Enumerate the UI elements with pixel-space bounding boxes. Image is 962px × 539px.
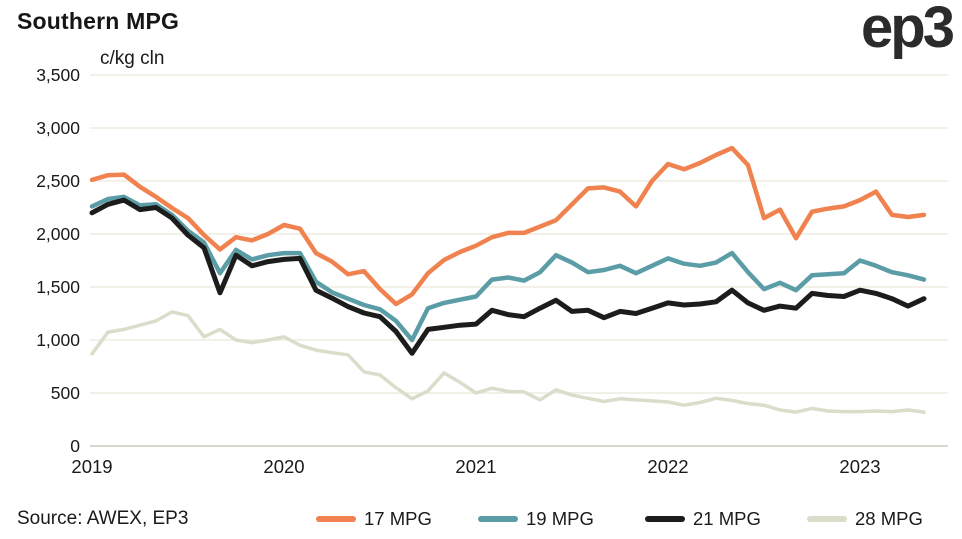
series-line-17-mpg (89, 145, 927, 307)
legend-label: 28 MPG (855, 508, 923, 529)
legend-swatch-19-mpg (478, 516, 518, 522)
y-axis-label-1000: 1,000 (36, 330, 80, 350)
y-axis-label-3500: 3,500 (36, 65, 80, 85)
legend-item-21-mpg: 21 MPG (645, 505, 761, 533)
x-axis-label-2022: 2022 (647, 456, 689, 477)
legend-item-28-mpg: 28 MPG (807, 505, 923, 533)
source-note: Source: AWEX, EP3 (17, 508, 189, 529)
legend-swatch-21-mpg (645, 516, 685, 522)
legend-swatch-28-mpg (807, 516, 847, 522)
legend-item-19-mpg: 19 MPG (478, 505, 594, 533)
x-axis-label-2019: 2019 (71, 456, 113, 477)
series-line-21-mpg (89, 197, 927, 356)
legend-label: 19 MPG (526, 508, 594, 529)
y-axis-label-1500: 1,500 (36, 277, 80, 297)
y-axis-label-2000: 2,000 (36, 224, 80, 244)
ep3-logo: ep3 (861, 0, 955, 60)
legend-label: 21 MPG (693, 508, 761, 529)
series-line-28-mpg (90, 310, 926, 414)
legend-item-17-mpg: 17 MPG (316, 505, 432, 533)
x-axis-label-2021: 2021 (455, 456, 497, 477)
chart-title: Southern MPG (17, 8, 180, 34)
y-axis-unit-label: c/kg cln (100, 48, 165, 69)
y-axis-label-500: 500 (50, 383, 80, 403)
x-axis-label-2023: 2023 (839, 456, 881, 477)
legend-label: 17 MPG (364, 508, 432, 529)
series-line-19-mpg (89, 194, 927, 343)
y-axis-label-3000: 3,000 (36, 118, 80, 138)
y-axis-label-0: 0 (70, 436, 80, 456)
x-axis-label-2020: 2020 (263, 456, 305, 477)
legend-swatch-17-mpg (316, 516, 356, 522)
y-axis-label-2500: 2,500 (36, 171, 80, 191)
